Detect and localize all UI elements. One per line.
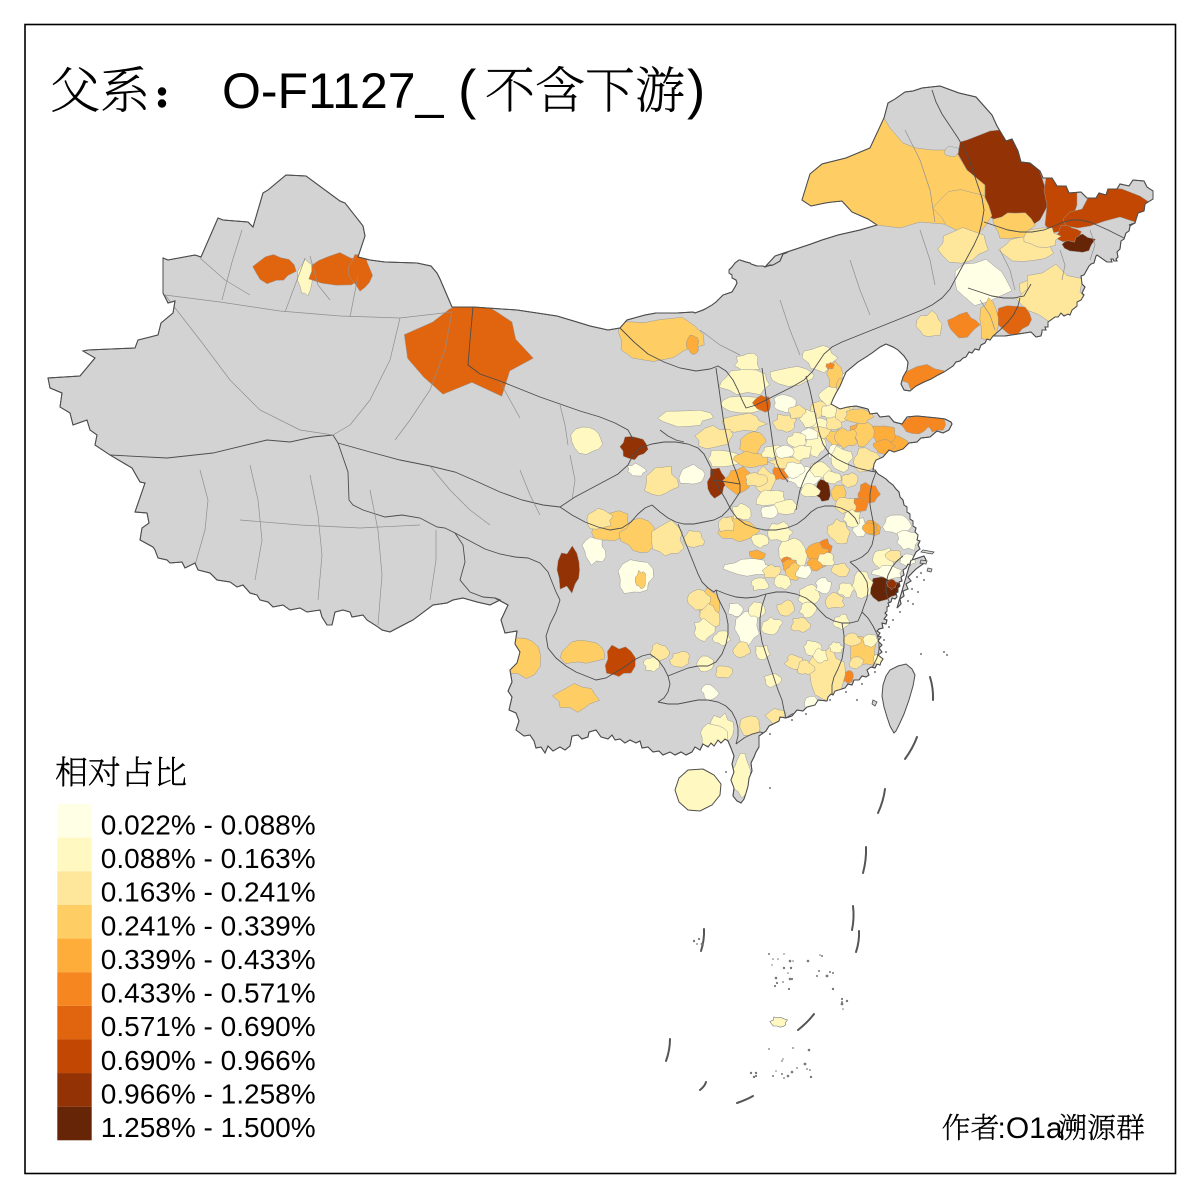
svg-text:0.241% - 0.339%: 0.241% - 0.339% [101, 910, 316, 941]
svg-text:0.690% - 0.966%: 0.690% - 0.966% [101, 1045, 316, 1076]
svg-text:0.433% - 0.571%: 0.433% - 0.571% [101, 978, 316, 1009]
svg-text:(: ( [458, 58, 476, 120]
svg-text:O-F1127_: O-F1127_ [222, 63, 445, 119]
svg-text:0.163% - 0.241%: 0.163% - 0.241% [101, 877, 316, 908]
svg-text:0.022% - 0.088%: 0.022% - 0.088% [101, 810, 316, 841]
svg-text:1.258% - 1.500%: 1.258% - 1.500% [101, 1112, 316, 1143]
svg-text:): ) [687, 58, 705, 120]
svg-text::O1a: :O1a [998, 1112, 1063, 1145]
svg-text:0.966% - 1.258%: 0.966% - 1.258% [101, 1078, 316, 1109]
svg-text:0.088% - 0.163%: 0.088% - 0.163% [101, 843, 316, 874]
svg-text:0.571% - 0.690%: 0.571% - 0.690% [101, 1011, 316, 1042]
svg-text:0.339% - 0.433%: 0.339% - 0.433% [101, 944, 316, 975]
